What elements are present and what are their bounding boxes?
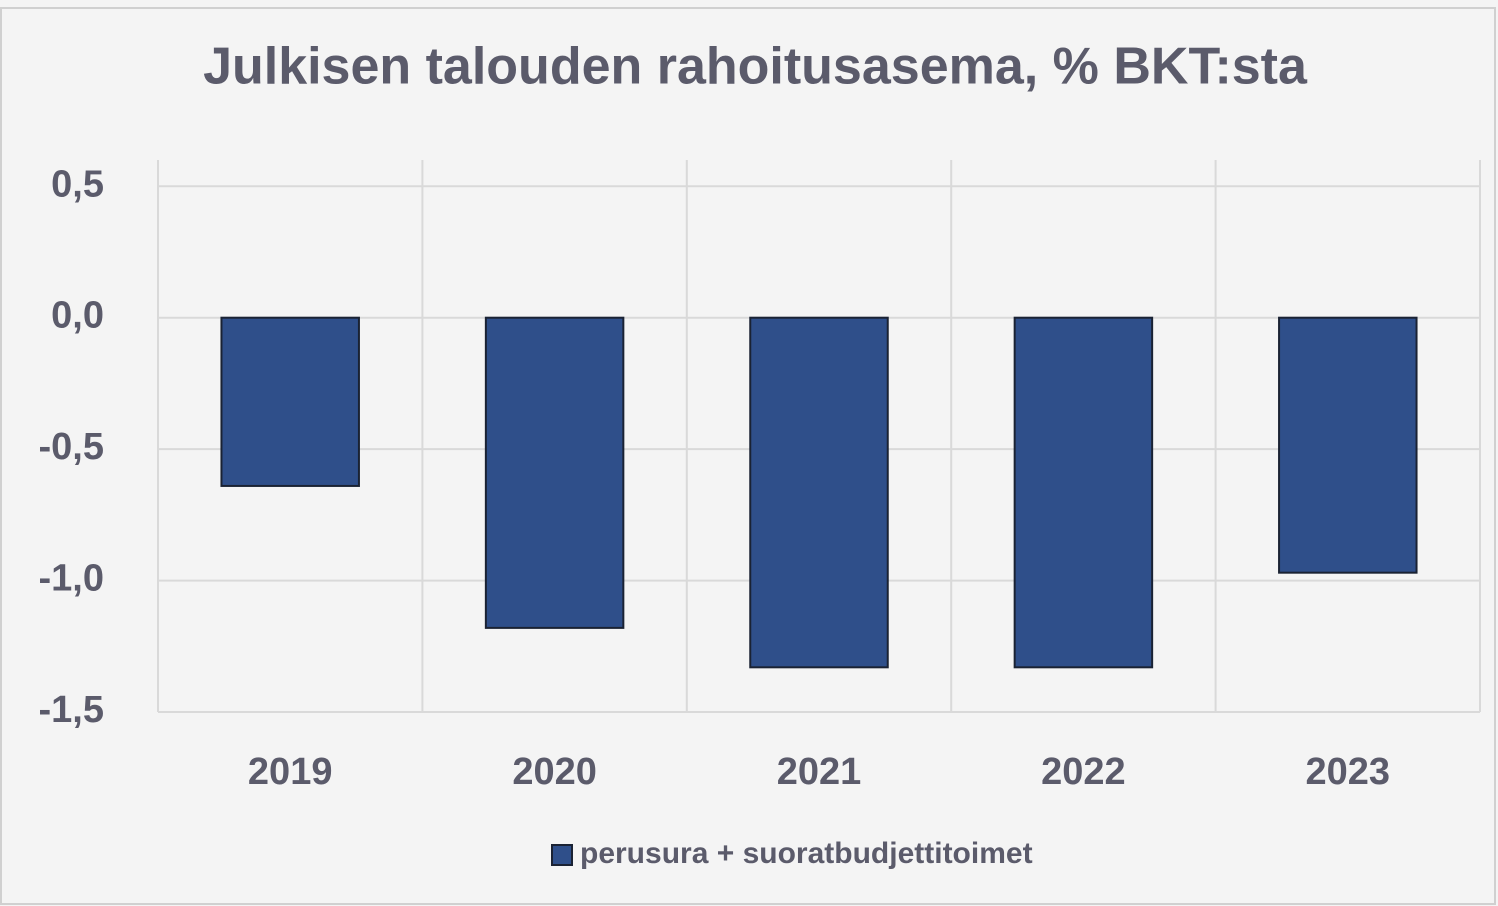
legend-label: perusura + suoratbudjettitoimet <box>580 837 1033 870</box>
x-tick-label: 2023 <box>1306 751 1391 793</box>
chart-title: Julkisen talouden rahoitusasema, % BKT:s… <box>203 38 1308 96</box>
bar <box>484 316 625 629</box>
bar <box>749 316 889 669</box>
y-tick-label: 0,0 <box>51 295 104 337</box>
bar <box>1013 316 1154 669</box>
y-tick-label: -0,5 <box>39 426 104 468</box>
x-tick-label: 2020 <box>512 751 597 793</box>
y-tick-label: -1,5 <box>39 689 104 731</box>
bar <box>220 316 360 487</box>
y-tick-label: 0,5 <box>51 163 104 205</box>
legend-swatch <box>551 844 573 866</box>
x-tick-label: 2021 <box>777 751 862 793</box>
x-tick-label: 2022 <box>1041 751 1126 793</box>
bar <box>1278 316 1418 574</box>
y-tick-label: -1,0 <box>39 558 104 600</box>
x-tick-label: 2019 <box>248 751 333 793</box>
